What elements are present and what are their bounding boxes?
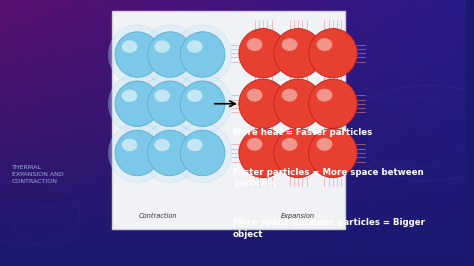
- Ellipse shape: [180, 81, 225, 127]
- Ellipse shape: [274, 128, 322, 178]
- Ellipse shape: [282, 38, 297, 51]
- Ellipse shape: [317, 89, 332, 102]
- Ellipse shape: [109, 25, 166, 84]
- Ellipse shape: [155, 139, 170, 151]
- Text: Expansion: Expansion: [281, 213, 315, 219]
- Ellipse shape: [173, 25, 232, 84]
- Ellipse shape: [155, 90, 170, 102]
- Ellipse shape: [122, 40, 137, 53]
- Ellipse shape: [147, 81, 192, 127]
- Ellipse shape: [141, 74, 199, 133]
- Ellipse shape: [309, 28, 357, 78]
- Ellipse shape: [274, 28, 322, 78]
- Text: Contraction: Contraction: [139, 213, 178, 219]
- Ellipse shape: [247, 89, 263, 102]
- Ellipse shape: [180, 130, 225, 176]
- Ellipse shape: [147, 130, 192, 176]
- Ellipse shape: [147, 32, 192, 77]
- Ellipse shape: [173, 74, 232, 133]
- Ellipse shape: [239, 28, 287, 78]
- Ellipse shape: [247, 38, 263, 51]
- Text: More heat = Faster particles: More heat = Faster particles: [233, 128, 372, 137]
- Ellipse shape: [317, 138, 332, 151]
- Bar: [112, 11, 345, 229]
- Ellipse shape: [317, 38, 332, 51]
- Ellipse shape: [247, 138, 263, 151]
- Ellipse shape: [122, 90, 137, 102]
- Ellipse shape: [155, 40, 170, 53]
- Text: Faster particles = More space between
particles: Faster particles = More space between pa…: [233, 168, 423, 188]
- Ellipse shape: [180, 32, 225, 77]
- Ellipse shape: [115, 32, 160, 77]
- Ellipse shape: [239, 79, 287, 128]
- Ellipse shape: [239, 128, 287, 178]
- Ellipse shape: [141, 123, 199, 182]
- Ellipse shape: [122, 139, 137, 151]
- Ellipse shape: [141, 25, 199, 84]
- Text: THERMAL
EXPANSION AND
CONTRACTION: THERMAL EXPANSION AND CONTRACTION: [12, 165, 64, 184]
- Ellipse shape: [282, 138, 297, 151]
- Ellipse shape: [187, 90, 202, 102]
- Ellipse shape: [115, 130, 160, 176]
- Ellipse shape: [173, 123, 232, 182]
- Ellipse shape: [109, 123, 166, 182]
- Ellipse shape: [309, 128, 357, 178]
- Ellipse shape: [309, 79, 357, 128]
- Ellipse shape: [187, 40, 202, 53]
- Ellipse shape: [109, 74, 166, 133]
- Ellipse shape: [187, 139, 202, 151]
- Ellipse shape: [282, 89, 297, 102]
- Text: More space between particles = Bigger
object: More space between particles = Bigger ob…: [233, 218, 425, 239]
- Ellipse shape: [274, 79, 322, 128]
- Ellipse shape: [115, 81, 160, 127]
